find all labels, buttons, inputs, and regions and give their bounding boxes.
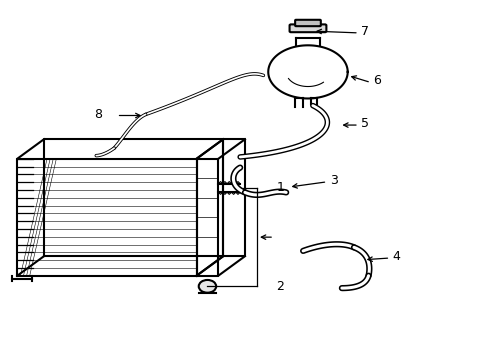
Text: 3: 3 [330, 174, 338, 186]
Text: 5: 5 [361, 117, 369, 130]
Text: 4: 4 [393, 250, 401, 263]
Text: 7: 7 [361, 25, 369, 39]
Circle shape [199, 280, 216, 293]
Text: 1: 1 [276, 181, 284, 194]
FancyBboxPatch shape [295, 20, 321, 26]
Text: 2: 2 [276, 280, 284, 293]
Text: 6: 6 [373, 74, 381, 87]
Text: 8: 8 [94, 108, 102, 121]
FancyBboxPatch shape [290, 24, 326, 32]
